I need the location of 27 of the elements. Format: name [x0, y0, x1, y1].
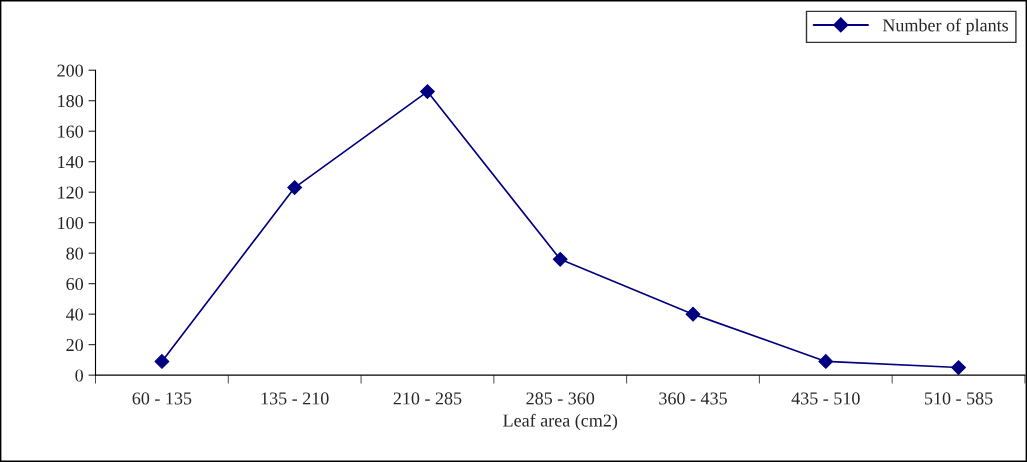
x-axis-title: Leaf area (cm2) [503, 413, 618, 431]
x-tick-label: 210 - 285 [393, 392, 462, 405]
point [951, 360, 966, 375]
x-tick-label: 60 - 135 [132, 392, 192, 405]
y-tick-label: 140 [58, 155, 84, 169]
x-tick-label: 360 - 435 [659, 392, 727, 405]
x-tick-label: 435 - 510 [791, 392, 860, 405]
x-tick-label: 285 - 360 [526, 392, 595, 405]
y-tick-label: 80 [66, 247, 84, 260]
point [685, 306, 701, 322]
point [154, 354, 170, 369]
point [818, 354, 834, 369]
y-tick-label: 200 [57, 64, 84, 77]
y-tick-label: 180 [58, 94, 84, 108]
y-tick-label: 160 [58, 125, 84, 138]
y-tick-label: 40 [66, 308, 84, 321]
point [552, 251, 568, 267]
point [420, 84, 435, 99]
y-tick-label: 120 [58, 186, 84, 199]
y-tick-label: 20 [66, 338, 84, 352]
x-tick-label: 135 - 210 [261, 392, 329, 405]
legend-label: Number of plants [882, 18, 1009, 36]
point [287, 180, 303, 196]
y-tick-label: 100 [58, 216, 84, 230]
y-tick-label: 0 [75, 369, 84, 382]
y-tick-label: 60 [66, 277, 84, 291]
x-tick-label: 510 - 585 [925, 392, 993, 405]
